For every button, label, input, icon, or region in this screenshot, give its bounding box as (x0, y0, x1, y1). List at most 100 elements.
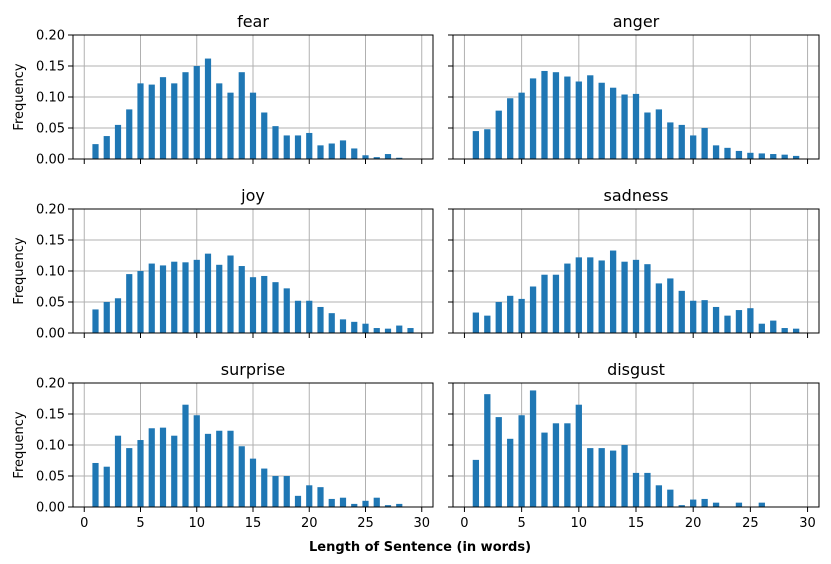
bar-surprise (227, 430, 234, 507)
bar-surprise (103, 466, 110, 507)
bar-sadness (781, 328, 788, 333)
bar-disgust (484, 394, 491, 507)
bar-anger (655, 109, 663, 159)
bar-disgust (518, 415, 525, 507)
bar-joy (407, 328, 414, 333)
bar-anger (678, 124, 685, 159)
bar-surprise (328, 498, 335, 507)
bar-joy (362, 323, 369, 333)
bar-sadness (667, 278, 674, 333)
bar-fear (396, 157, 403, 159)
bar-sadness (575, 257, 582, 333)
y-axis-label-row3: Frequency (12, 411, 27, 478)
bar-surprise (249, 458, 257, 507)
bar-surprise (362, 500, 369, 507)
bar-fear (159, 77, 167, 159)
bar-fear (103, 136, 110, 159)
panel-sadness: sadness (448, 186, 820, 338)
panel-title: surprise (221, 360, 285, 379)
bar-sadness (724, 315, 731, 333)
y-tick-label: 0.00 (36, 153, 65, 168)
x-tick-label: 0 (460, 516, 468, 531)
bar-sadness (655, 283, 663, 333)
bar-disgust (632, 472, 640, 507)
bar-anger (701, 128, 708, 159)
x-tick-label: 0 (80, 516, 88, 531)
bar-surprise (306, 485, 313, 507)
bar-surprise (148, 428, 155, 507)
bar-surprise (137, 440, 144, 507)
bar-disgust (655, 485, 663, 507)
panel-title: fear (237, 12, 269, 31)
bar-fear (272, 126, 279, 159)
bar-fear (339, 140, 347, 159)
bar-surprise (351, 503, 358, 507)
bar-surprise (283, 476, 290, 507)
bar-anger (598, 82, 605, 159)
bar-joy (373, 328, 380, 333)
bar-fear (171, 83, 178, 159)
bar-disgust (529, 390, 537, 507)
bar-joy (272, 282, 279, 333)
bar-disgust (552, 423, 560, 507)
x-tick-label: 25 (742, 516, 759, 531)
bar-fear (373, 157, 380, 159)
bar-fear (137, 83, 144, 159)
bar-anger (690, 135, 697, 159)
bar-anger (621, 94, 628, 159)
bar-joy (261, 275, 268, 333)
bar-fear (204, 58, 212, 160)
bar-surprise (384, 505, 392, 507)
x-tick-label: 20 (685, 516, 702, 531)
x-axis-label: Length of Sentence (in words) (309, 540, 531, 555)
bar-disgust (678, 505, 685, 507)
panel-surprise: 0.00 0.05 0.10 0.15 0.20 0 5 10 15 20 25 30 surprise (36, 360, 434, 531)
bar-anger (507, 98, 514, 159)
bar-anger (758, 153, 765, 159)
bar-disgust (609, 450, 617, 507)
bar-anger (529, 78, 537, 159)
bar-joy (148, 263, 155, 333)
bar-sadness (552, 274, 560, 333)
bar-joy (92, 309, 99, 333)
panel-title: joy (240, 186, 265, 205)
bar-disgust (575, 404, 582, 507)
bar-disgust (712, 502, 720, 507)
bar-anger (575, 81, 582, 159)
y-tick-label: 0.00 (36, 327, 65, 342)
bar-surprise (216, 430, 223, 507)
bar-anger (587, 75, 594, 159)
bar-fear (261, 112, 268, 159)
y-axis-label-row1: Frequency (12, 63, 27, 130)
bar-disgust (735, 502, 743, 507)
x-tick-label: 10 (188, 516, 205, 531)
bar-joy (114, 298, 122, 333)
bar-anger (792, 155, 800, 159)
bar-surprise (373, 497, 380, 507)
bar-disgust (644, 472, 651, 507)
bar-surprise (193, 415, 200, 507)
bar-sadness (632, 259, 640, 333)
x-tick-label: 30 (799, 516, 816, 531)
bar-sadness (701, 300, 708, 333)
y-tick-label: 0.10 (36, 439, 65, 454)
bar-joy (216, 264, 223, 333)
panel-disgust: 0 5 10 15 20 25 30 disgust (448, 360, 820, 531)
bar-disgust (667, 489, 674, 507)
panel-title: disgust (607, 360, 665, 379)
bar-sadness (678, 290, 685, 333)
x-tick-label: 20 (301, 516, 318, 531)
bar-joy (204, 253, 212, 333)
panel-anger: anger (448, 12, 820, 164)
bar-joy (193, 259, 200, 333)
bar-disgust (701, 498, 708, 507)
bar-sadness (507, 295, 514, 333)
bar-joy (137, 271, 144, 333)
bar-joy (396, 325, 403, 333)
bar-sadness (690, 300, 697, 333)
bar-disgust (598, 448, 605, 507)
bar-anger (609, 87, 617, 159)
bar-surprise (126, 448, 133, 507)
